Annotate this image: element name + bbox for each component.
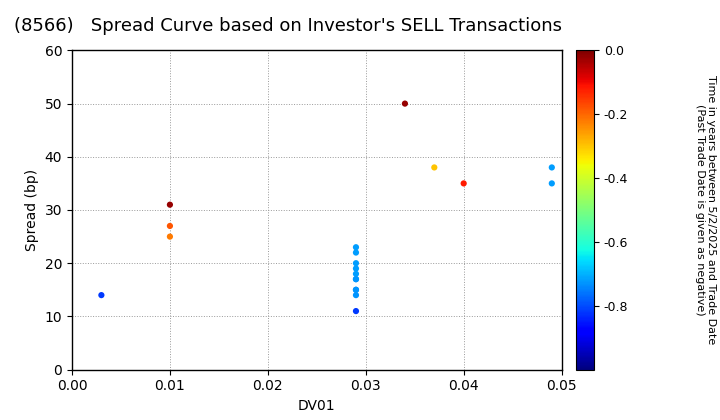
Point <box>428 164 440 171</box>
Point <box>350 308 361 315</box>
Point <box>458 180 469 187</box>
Point <box>350 265 361 272</box>
Point <box>350 292 361 299</box>
Point <box>164 223 176 229</box>
Point <box>164 233 176 240</box>
Point <box>96 292 107 299</box>
Point <box>350 286 361 293</box>
Point <box>350 244 361 251</box>
Point <box>546 180 557 187</box>
Point <box>350 270 361 277</box>
Point <box>350 286 361 293</box>
Point <box>399 100 410 107</box>
Point <box>350 249 361 256</box>
Text: Time in years between 5/2/2025 and Trade Date
(Past Trade Date is given as negat: Time in years between 5/2/2025 and Trade… <box>695 75 716 345</box>
Point <box>350 276 361 283</box>
X-axis label: DV01: DV01 <box>298 399 336 413</box>
Text: (8566)   Spread Curve based on Investor's SELL Transactions: (8566) Spread Curve based on Investor's … <box>14 17 562 35</box>
Point <box>164 201 176 208</box>
Point <box>350 260 361 267</box>
Y-axis label: Spread (bp): Spread (bp) <box>25 169 39 251</box>
Point <box>350 276 361 283</box>
Point <box>546 164 557 171</box>
